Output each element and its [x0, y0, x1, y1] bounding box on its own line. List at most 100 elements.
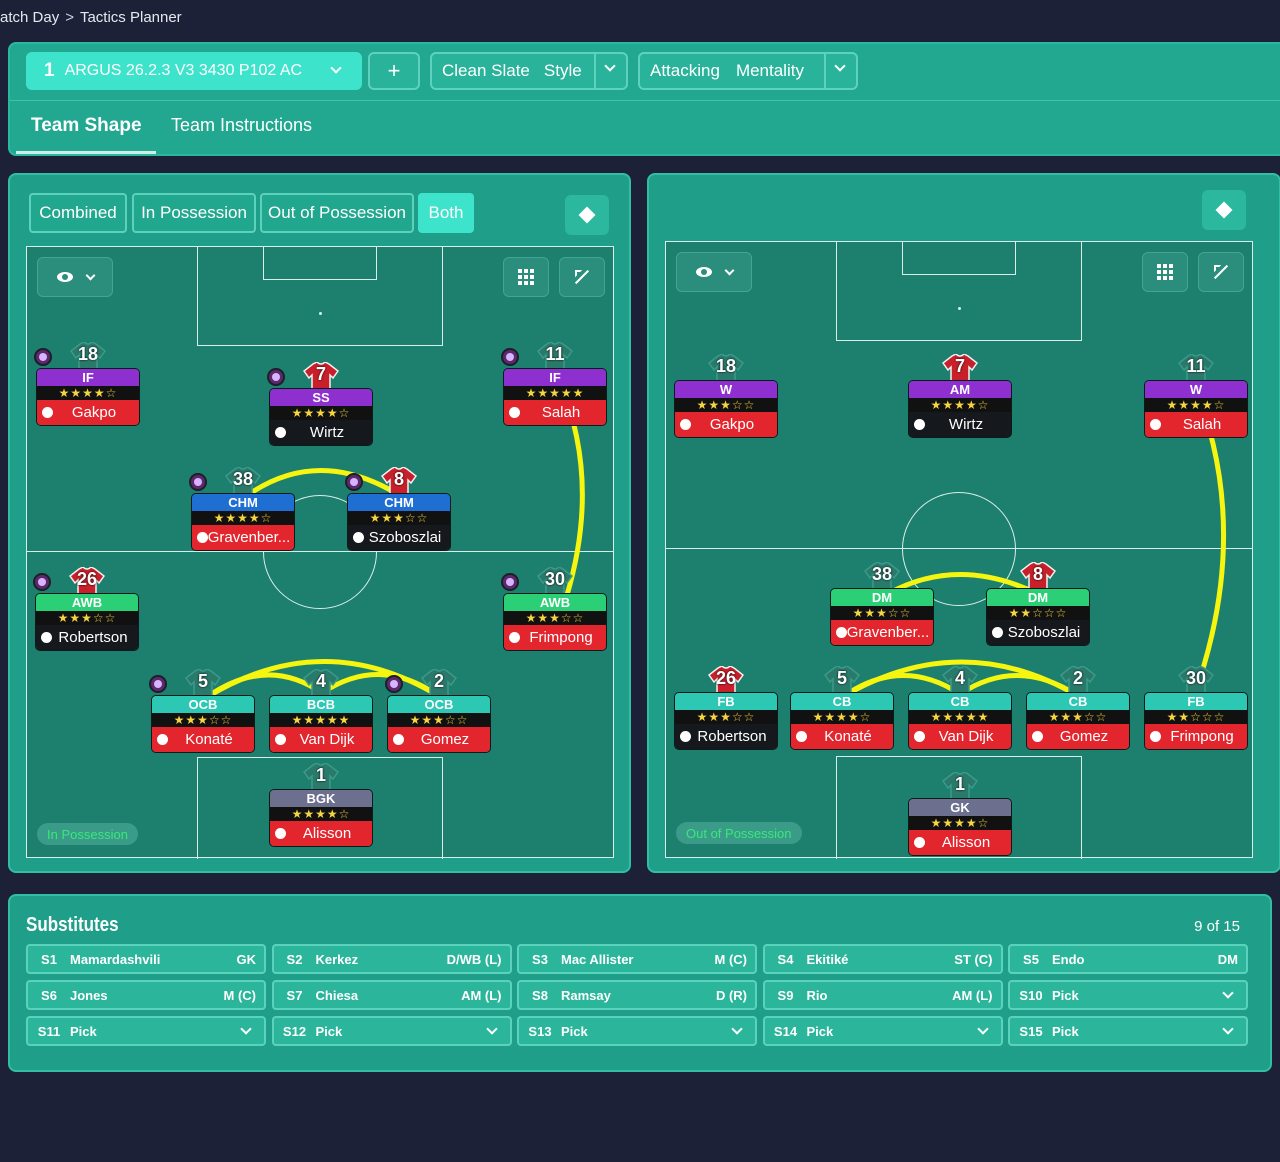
sub-slot-s13[interactable]: S13 Pick: [517, 1016, 757, 1046]
oop-player-26[interactable]: 26 FB ★★★☆☆ Robertson: [674, 665, 778, 750]
ip-player-8[interactable]: 8 CHM ★★★☆☆ Szoboszlai: [345, 466, 451, 551]
sub-position: DM: [1217, 951, 1238, 967]
sub-slot-s12[interactable]: S12 Pick: [271, 1016, 512, 1046]
player-card[interactable]: CB ★★★★★ Van Dijk: [908, 692, 1012, 750]
visibility-dropdown[interactable]: [676, 252, 752, 292]
ip-player-1[interactable]: 1 BGK ★★★★☆ Alisson: [269, 762, 373, 847]
tab-team-instructions[interactable]: Team Instructions: [171, 115, 313, 135]
player-card[interactable]: CB ★★★☆☆ Gomez: [1026, 692, 1130, 750]
player-card[interactable]: OCB ★★★☆☆ Gomez: [387, 695, 491, 753]
mentality-dropdown[interactable]: Attacking Mentality: [638, 52, 858, 90]
sub-slot-s4[interactable]: S4 Ekitiké ST (C): [762, 944, 1003, 974]
sub-slot-s6[interactable]: S6 Jones M (C): [26, 980, 266, 1010]
player-pin-icon[interactable]: [33, 573, 51, 591]
pitch-settings-button[interactable]: [1202, 190, 1246, 230]
player-card[interactable]: AWB ★★★☆☆ Robertson: [35, 593, 139, 651]
player-card[interactable]: W ★★★☆☆ Gakpo: [674, 380, 778, 438]
sub-player-name: Chiesa: [315, 987, 359, 1003]
oop-player-8[interactable]: 8 DM ★★☆☆☆ Szoboszlai: [986, 561, 1090, 646]
oop-player-4[interactable]: 4 CB ★★★★★ Van Dijk: [908, 665, 1012, 750]
player-card[interactable]: AM ★★★★☆ Wirtz: [908, 380, 1012, 438]
sub-slot-id: S13: [528, 1023, 552, 1039]
player-card[interactable]: FB ★★★☆☆ Robertson: [674, 692, 778, 750]
player-pin-icon[interactable]: [34, 348, 52, 366]
mode-in-possession[interactable]: In Possession: [132, 193, 256, 233]
player-card[interactable]: DM ★★★☆☆ Gravenber...: [830, 588, 934, 646]
oop-player-1[interactable]: 1 GK ★★★★☆ Alisson: [908, 771, 1012, 856]
sub-slot-s10[interactable]: S10 Pick: [1008, 980, 1248, 1010]
ip-player-18[interactable]: 18 IF ★★★★☆ Gakpo: [34, 341, 140, 426]
breadcrumb-match-day[interactable]: atch Day: [0, 9, 60, 26]
sub-slot-s5[interactable]: S5 Endo DM: [1008, 944, 1248, 974]
player-card[interactable]: IF ★★★★★ Salah: [503, 368, 607, 426]
oop-player-7[interactable]: 7 AM ★★★★☆ Wirtz: [908, 353, 1012, 438]
mentality-label: Mentality: [735, 61, 804, 80]
expand-button[interactable]: [559, 257, 605, 297]
shirt-number: 11: [1186, 356, 1206, 376]
player-pin-icon[interactable]: [189, 473, 207, 491]
player-name: Gravenber...: [192, 525, 294, 550]
expand-button[interactable]: [1198, 252, 1244, 292]
sub-slot-s3[interactable]: S3 Mac Allister M (C): [517, 944, 757, 974]
ip-player-4[interactable]: 4 BCB ★★★★★ Van Dijk: [269, 668, 373, 753]
oop-player-11[interactable]: 11 W ★★★★☆ Salah: [1144, 353, 1248, 438]
player-card[interactable]: GK ★★★★☆ Alisson: [908, 798, 1012, 856]
sub-slot-s8[interactable]: S8 Ramsay D (R): [517, 980, 757, 1010]
player-card[interactable]: AWB ★★★☆☆ Frimpong: [503, 593, 607, 651]
mode-out-of-possession[interactable]: Out of Possession: [260, 193, 414, 233]
shirt-icon: 5: [823, 665, 861, 701]
tactic-selector[interactable]: 1 ARGUS 26.2.3 V3 3430 P102 AC: [26, 52, 362, 90]
sub-slot-s15[interactable]: S15 Pick: [1008, 1016, 1248, 1046]
sub-slot-s7[interactable]: S7 Chiesa AM (L): [271, 980, 512, 1010]
player-card[interactable]: BGK ★★★★☆ Alisson: [269, 789, 373, 847]
add-tactic-button[interactable]: +: [368, 52, 420, 90]
player-card[interactable]: CB ★★★★☆ Konaté: [790, 692, 894, 750]
sub-slot-s11[interactable]: S11 Pick: [26, 1016, 266, 1046]
oop-player-30[interactable]: 30 FB ★★☆☆☆ Frimpong: [1144, 665, 1248, 750]
ip-player-5[interactable]: 5 OCB ★★★☆☆ Konaté: [149, 668, 255, 753]
ip-player-7[interactable]: 7 SS ★★★★☆ Wirtz: [267, 361, 373, 446]
tab-team-shape[interactable]: Team Shape: [31, 115, 142, 136]
sub-slot-s1[interactable]: S1 Mamardashvili GK: [26, 944, 266, 974]
player-card[interactable]: IF ★★★★☆ Gakpo: [36, 368, 140, 426]
player-card[interactable]: FB ★★☆☆☆ Frimpong: [1144, 692, 1248, 750]
player-pin-icon[interactable]: [385, 675, 403, 693]
player-card[interactable]: CHM ★★★☆☆ Szoboszlai: [347, 493, 451, 551]
sub-position: ST (C): [954, 951, 993, 967]
ip-player-30[interactable]: 30 AWB ★★★☆☆ Frimpong: [501, 566, 607, 651]
pitch-in-possession: In Possession 18 IF ★★★★☆ Gakpo 7 SS ★★★★☆ Wirt…: [26, 246, 614, 859]
ip-player-11[interactable]: 11 IF ★★★★★ Salah: [501, 341, 607, 426]
grid-toggle-button[interactable]: [1142, 252, 1188, 292]
role-label: FB: [1145, 693, 1247, 710]
sub-slot-id: S9: [777, 987, 794, 1003]
player-card[interactable]: BCB ★★★★★ Van Dijk: [269, 695, 373, 753]
sub-slot-s2[interactable]: S2 Kerkez D/WB (L): [271, 944, 512, 974]
oop-player-2[interactable]: 2 CB ★★★☆☆ Gomez: [1026, 665, 1130, 750]
player-card[interactable]: CHM ★★★★☆ Gravenber...: [191, 493, 295, 551]
player-card[interactable]: OCB ★★★☆☆ Konaté: [151, 695, 255, 753]
player-card[interactable]: SS ★★★★☆ Wirtz: [269, 388, 373, 446]
player-pin-icon[interactable]: [267, 368, 285, 386]
oop-player-38[interactable]: 38 DM ★★★☆☆ Gravenber...: [830, 561, 934, 646]
player-pin-icon[interactable]: [345, 473, 363, 491]
style-dropdown[interactable]: Clean Slate Style: [430, 52, 628, 90]
pitch-settings-button[interactable]: [565, 195, 609, 235]
visibility-dropdown[interactable]: [37, 257, 113, 297]
mode-both[interactable]: Both: [418, 193, 474, 233]
player-card[interactable]: W ★★★★☆ Salah: [1144, 380, 1248, 438]
mode-combined[interactable]: Combined: [29, 193, 127, 233]
player-pin-icon[interactable]: [501, 348, 519, 366]
sub-slot-s9[interactable]: S9 Rio AM (L): [762, 980, 1003, 1010]
oop-player-18[interactable]: 18 W ★★★☆☆ Gakpo: [674, 353, 778, 438]
player-card[interactable]: DM ★★☆☆☆ Szoboszlai: [986, 588, 1090, 646]
player-pin-icon[interactable]: [149, 675, 167, 693]
ip-player-38[interactable]: 38 CHM ★★★★☆ Gravenber...: [189, 466, 295, 551]
oop-player-5[interactable]: 5 CB ★★★★☆ Konaté: [790, 665, 894, 750]
ip-player-2[interactable]: 2 OCB ★★★☆☆ Gomez: [385, 668, 491, 753]
player-pin-icon[interactable]: [501, 573, 519, 591]
role-rating: ★★★☆☆: [504, 611, 606, 625]
ip-player-26[interactable]: 26 AWB ★★★☆☆ Robertson: [33, 566, 139, 651]
sub-slot-s14[interactable]: S14 Pick: [762, 1016, 1003, 1046]
role-rating: ★★☆☆☆: [1145, 710, 1247, 724]
grid-toggle-button[interactable]: [503, 257, 549, 297]
